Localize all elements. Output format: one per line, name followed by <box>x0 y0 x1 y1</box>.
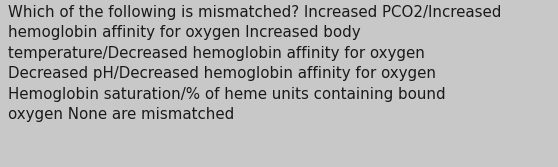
Text: Which of the following is mismatched? Increased PCO2/Increased
hemoglobin affini: Which of the following is mismatched? In… <box>8 5 502 122</box>
